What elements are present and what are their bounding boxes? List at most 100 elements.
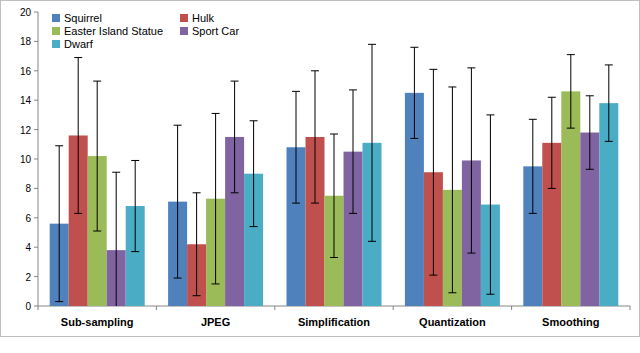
error-bar — [429, 69, 437, 275]
error-bar — [486, 115, 494, 294]
error-bar — [311, 71, 319, 203]
y-tick — [34, 100, 38, 101]
error-cap — [368, 241, 376, 242]
error-cap — [212, 283, 220, 284]
error-cap — [74, 213, 82, 214]
y-tick-label: 8 — [25, 183, 31, 194]
x-tick-label: Simplification — [298, 316, 370, 328]
y-tick-label: 16 — [20, 66, 32, 77]
error-cap — [410, 47, 418, 48]
error-line — [234, 81, 235, 193]
error-cap — [55, 301, 63, 302]
legend-label: Squirrel — [64, 12, 102, 24]
chart-border — [1, 1, 640, 337]
error-line — [452, 87, 453, 293]
y-tick — [34, 247, 38, 248]
bars — [50, 91, 619, 306]
error-cap — [231, 81, 239, 82]
legend-label: Easter Island Statue — [64, 25, 163, 37]
y-tick-label: 2 — [25, 272, 31, 283]
error-cap — [529, 213, 537, 214]
legend-swatch — [52, 14, 60, 22]
error-cap — [131, 160, 139, 161]
y-tick — [34, 188, 38, 189]
error-line — [59, 146, 60, 302]
error-cap — [193, 192, 201, 193]
error-cap — [586, 169, 594, 170]
error-line — [589, 96, 590, 169]
legend-swatch — [52, 27, 60, 35]
y-tick — [34, 306, 38, 307]
x-tick — [38, 306, 39, 310]
y-tick — [34, 217, 38, 218]
error-bar — [55, 146, 63, 302]
error-cap — [467, 253, 475, 254]
error-cap — [410, 138, 418, 139]
error-cap — [193, 295, 201, 296]
error-cap — [174, 125, 182, 126]
error-line — [97, 81, 98, 231]
error-cap — [605, 141, 613, 142]
y-tick-label: 4 — [25, 242, 31, 253]
y-tick — [34, 70, 38, 71]
error-cap — [605, 64, 613, 65]
y-tick — [34, 159, 38, 160]
error-line — [78, 58, 79, 214]
error-cap — [586, 95, 594, 96]
error-bar — [174, 125, 182, 278]
y-tick — [34, 129, 38, 130]
error-cap — [250, 226, 258, 227]
error-bar — [231, 81, 239, 193]
y-tick — [34, 41, 38, 42]
error-line — [177, 125, 178, 278]
x-tick-label: JPEG — [201, 316, 230, 328]
x-tick — [511, 306, 512, 310]
legend-label: Dwarf — [64, 38, 94, 50]
error-cap — [55, 145, 63, 146]
x-tick — [393, 306, 394, 310]
error-cap — [74, 57, 82, 58]
chart: 02468101214161820Sub-samplingJPEGSimplif… — [0, 0, 640, 353]
error-cap — [330, 134, 338, 135]
error-bar — [112, 172, 120, 306]
y-tick — [34, 276, 38, 277]
error-line — [116, 172, 117, 306]
error-bar — [567, 55, 575, 129]
x-tick — [156, 306, 157, 310]
error-line — [608, 65, 609, 141]
error-line — [551, 97, 552, 188]
legend-label: Hulk — [192, 12, 215, 24]
x-tick — [630, 306, 631, 310]
error-line — [353, 90, 354, 213]
y-tick-label: 6 — [25, 213, 31, 224]
error-line — [532, 119, 533, 213]
error-cap — [529, 119, 537, 120]
error-cap — [486, 114, 494, 115]
error-cap — [311, 203, 319, 204]
error-bar — [292, 91, 300, 203]
legend-swatch — [180, 14, 188, 22]
x-tick-label: Smoothing — [542, 316, 599, 328]
error-bar — [467, 68, 475, 253]
y-tick-label: 12 — [20, 125, 32, 136]
error-line — [315, 71, 316, 203]
error-cap — [112, 172, 120, 173]
error-line — [433, 69, 434, 275]
legend-swatch — [180, 27, 188, 35]
error-cap — [349, 213, 357, 214]
error-bar — [93, 81, 101, 231]
error-bar — [349, 90, 357, 213]
x-tick — [274, 306, 275, 310]
error-bar — [548, 97, 556, 188]
error-cap — [429, 275, 437, 276]
error-bar — [448, 87, 456, 293]
legend-swatch — [52, 40, 60, 48]
error-line — [135, 160, 136, 251]
error-cap — [548, 97, 556, 98]
error-line — [334, 134, 335, 257]
error-cap — [368, 44, 376, 45]
error-line — [570, 55, 571, 129]
error-cap — [311, 70, 319, 71]
error-bar — [131, 160, 139, 251]
y-tick-label: 10 — [20, 154, 32, 165]
